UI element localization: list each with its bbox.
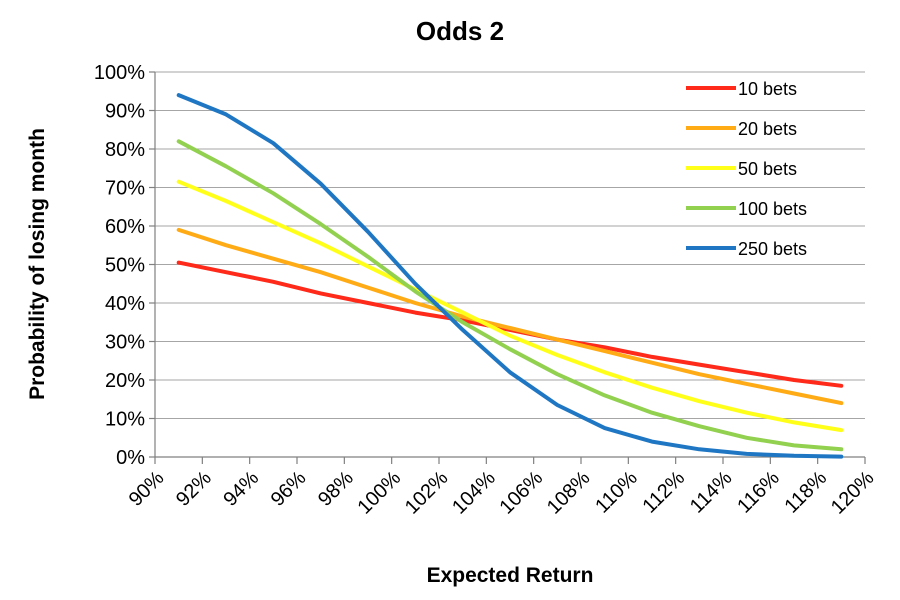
y-tick-label: 40% [105,293,145,315]
x-tick-label: 108% [543,467,595,519]
y-tick-label: 100% [94,62,145,84]
legend-label: 50 bets [738,159,797,179]
series-line-250-bets [176,93,844,459]
x-tick-label: 94% [219,467,263,511]
chart-title: Odds 2 [416,16,504,46]
y-tick-label: 60% [105,216,145,238]
y-tick-label: 70% [105,178,145,200]
legend: 10 bets 20 bets 50 bets 100 bets 250 bets [686,79,807,259]
y-tick-label: 50% [105,255,145,277]
x-tick-label: 110% [591,467,642,518]
x-tick-labels: 90% 92% 94% 96% 98%100%102%104%106%108%110%1… [125,467,879,519]
x-tick-label: 120% [827,467,879,519]
series-line-100-bets [176,139,844,452]
x-tick-label: 102% [401,467,453,519]
x-tick-label: 98% [314,467,358,511]
x-tick-label: 104% [448,467,500,519]
x-tick-label: 114% [686,467,737,518]
y-tick-labels: 0% 10% 20% 30% 40% 50% 60% 70% 80% 90% 100% [94,62,145,469]
x-tick-label: 92% [172,467,216,511]
legend-label: 100 bets [738,199,807,219]
y-tick-label: 10% [105,409,145,431]
x-tick-label: 90% [125,467,169,511]
legend-label: 20 bets [738,119,797,139]
y-tick-label: 20% [105,370,145,392]
x-tick-label: 96% [267,467,311,511]
axes [149,71,866,464]
series-line-50-bets [176,179,844,433]
x-tick-label: 106% [495,467,547,519]
legend-label: 10 bets [738,79,797,99]
y-tick-label: 90% [105,101,145,123]
x-tick-label: 112% [639,467,690,518]
x-tick-label: 116% [733,467,784,518]
x-axis-label: Expected Return [427,564,594,587]
y-tick-label: 0% [116,447,145,469]
x-tick-label: 118% [781,467,832,518]
legend-label: 250 bets [738,239,807,259]
gridlines [155,71,865,419]
series-line-20-bets [176,227,844,406]
y-tick-label: 80% [105,139,145,161]
x-tick-label: 100% [353,467,405,519]
series-line-10-bets [176,260,844,388]
series-lines [176,93,844,459]
y-tick-label: 30% [105,332,145,354]
y-axis-label: Probability of losing month [26,128,49,400]
